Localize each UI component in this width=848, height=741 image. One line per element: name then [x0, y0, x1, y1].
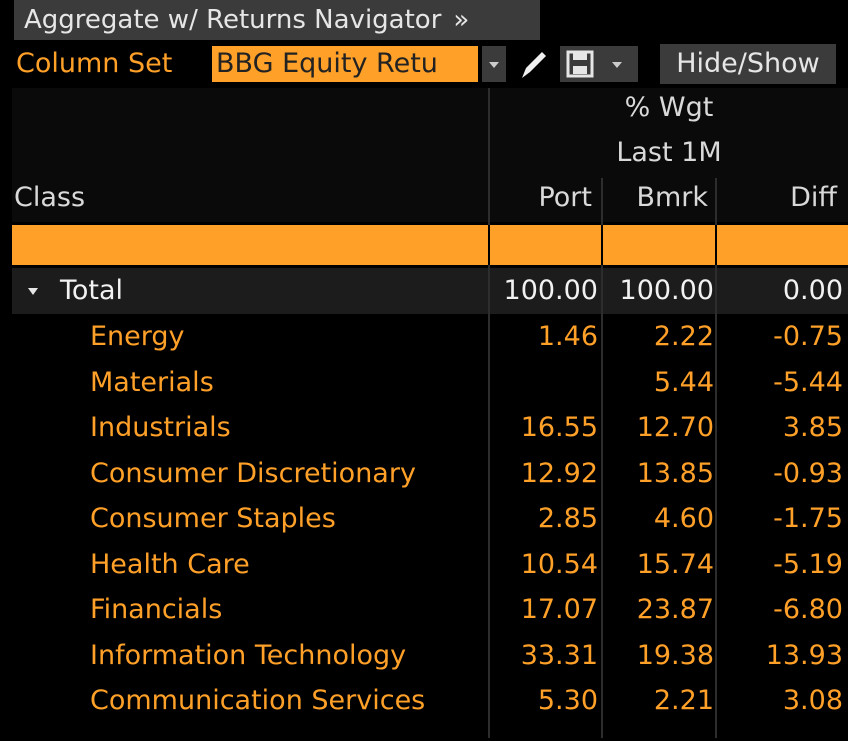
filter-separator [601, 225, 603, 265]
cell-value: 0.00 [782, 275, 843, 306]
data-row: Consumer Staples 2.85 4.60 -1.75 [12, 496, 848, 541]
collapse-icon[interactable] [24, 282, 44, 302]
period-header: Last 1M [616, 137, 722, 168]
filter-row[interactable] [12, 225, 848, 265]
hide-show-button[interactable]: Hide/Show [660, 44, 836, 84]
cell-value: -5.44 [773, 366, 843, 398]
cell-value: -5.19 [773, 548, 843, 580]
column-header: Diff [790, 182, 837, 213]
row-label: Financials [90, 594, 223, 625]
column-header: Bmrk [636, 182, 708, 213]
cell-value: 15.74 [636, 548, 714, 580]
cell-value: 1.46 [537, 321, 598, 352]
cell-value: 16.55 [520, 412, 598, 443]
cell-value: 2.21 [653, 685, 714, 716]
cell-value: 3.85 [782, 412, 843, 443]
dropdown-icon [489, 62, 499, 68]
data-row: Energy 1.46 2.22 -0.75 [12, 314, 848, 359]
total-row: Total 100.00 100.00 0.00 [12, 268, 848, 313]
total-row-bg [12, 268, 848, 314]
column-separator [601, 178, 603, 738]
row-label: Information Technology [90, 639, 407, 671]
cell-value: 13.85 [636, 457, 714, 489]
cell-value: -0.93 [773, 457, 843, 489]
cell-value: 12.70 [636, 412, 714, 443]
column-set-label: Column Set [16, 48, 173, 79]
tab-chevron: » [453, 5, 470, 35]
cell-value: 5.30 [537, 685, 598, 716]
cell-value: 4.60 [653, 503, 714, 534]
tab-title: Aggregate w/ Returns Navigator [24, 5, 442, 35]
filter-separator [488, 225, 490, 265]
column-separator [488, 88, 490, 738]
data-row: Consumer Discretionary 12.92 13.85 -0.93 [12, 451, 848, 496]
row-label: Industrials [90, 412, 231, 443]
group-header: % Wgt [624, 92, 714, 123]
data-row: Financials 17.07 23.87 -6.80 [12, 587, 848, 632]
row-label: Materials [90, 366, 214, 398]
tab[interactable]: Aggregate w/ Returns Navigator » [14, 0, 540, 40]
cell-value: 100.00 [503, 275, 598, 306]
column-set-input[interactable]: BBG Equity Retu [212, 46, 478, 82]
data-row: Information Technology 33.31 19.38 13.93 [12, 633, 848, 678]
data-row: Health Care 10.54 15.74 -5.19 [12, 542, 848, 587]
cell-value: 2.22 [653, 321, 714, 352]
cell-value: -0.75 [773, 321, 843, 352]
row-label: Energy [90, 321, 185, 352]
table-header [12, 88, 848, 222]
row-label: Consumer Discretionary [90, 457, 416, 489]
cell-value: 5.44 [653, 366, 714, 398]
cell-value: 100.00 [619, 275, 714, 306]
dropdown-button[interactable] [482, 46, 506, 82]
class-header: Class [14, 182, 86, 213]
row-label: Communication Services [90, 685, 426, 716]
data-row: Communication Services 5.30 2.21 3.08 [12, 678, 848, 723]
data-row: Materials 5.44 -5.44 [12, 360, 848, 405]
column-header: Port [538, 182, 592, 213]
row-label: Total [60, 275, 124, 306]
cell-value: 2.85 [537, 503, 598, 534]
save-icon [566, 50, 622, 78]
cell-value: 10.54 [520, 548, 598, 580]
cell-value: 23.87 [636, 594, 714, 625]
cell-value: 17.07 [520, 594, 598, 625]
cell-value: 13.93 [765, 639, 843, 671]
edit-icon[interactable] [516, 46, 552, 82]
cell-value: -6.80 [773, 594, 843, 625]
cell-value: -1.75 [773, 503, 843, 534]
row-label: Consumer Staples [90, 503, 336, 534]
cell-value: 19.38 [636, 639, 714, 671]
cell-value: 3.08 [782, 685, 843, 716]
save-button[interactable] [560, 46, 638, 82]
row-label: Health Care [90, 548, 250, 580]
column-separator [715, 178, 717, 738]
cell-value: 33.31 [520, 639, 598, 671]
data-row: Industrials 16.55 12.70 3.85 [12, 405, 848, 450]
cell-value: 12.92 [520, 457, 598, 489]
filter-separator [715, 225, 717, 265]
